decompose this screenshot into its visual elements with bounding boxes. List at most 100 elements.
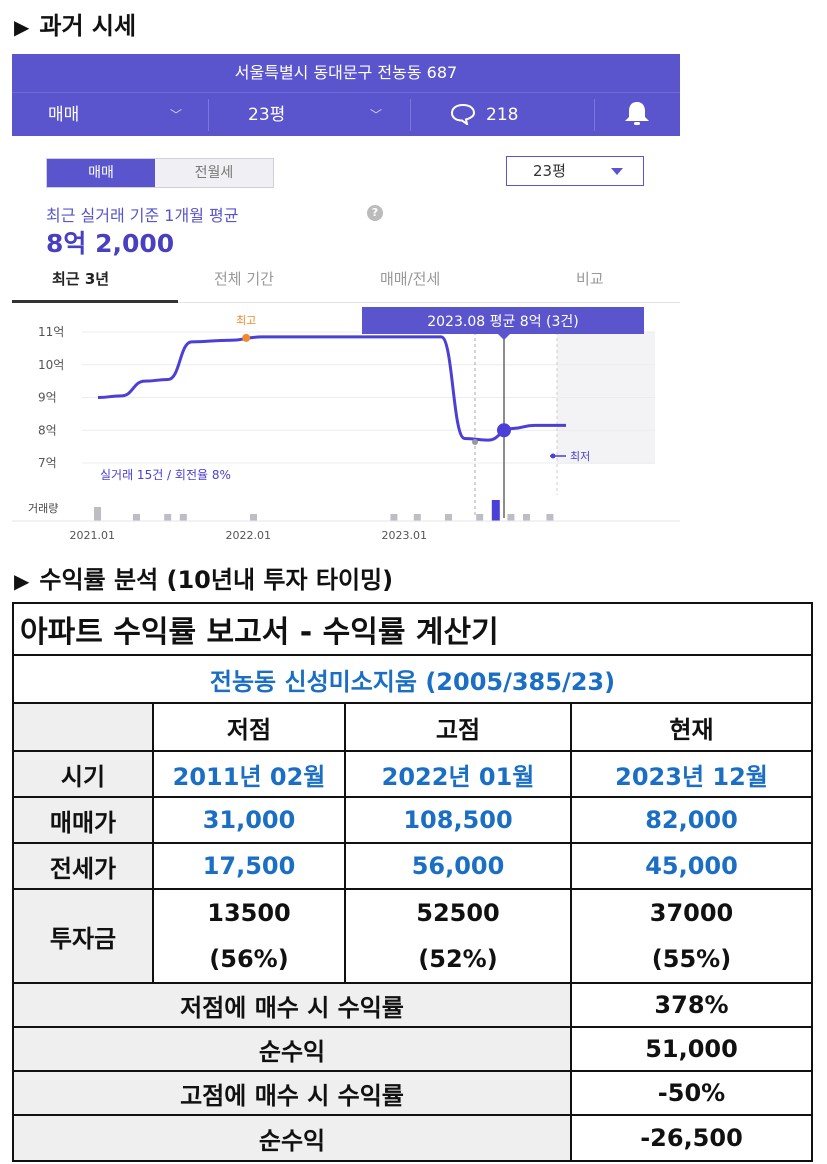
- divider: [410, 99, 411, 131]
- bell-icon: [625, 102, 649, 125]
- jeonse-price-low: 17,500: [154, 844, 346, 890]
- trade-type-toggle: 매매 전월세: [46, 158, 274, 188]
- summary-label-low-profit: 순수익: [14, 1028, 572, 1072]
- size-select[interactable]: 23평: [506, 156, 644, 186]
- selected-point-marker[interactable]: [497, 423, 511, 438]
- toggle-option-rent[interactable]: 전월세: [194, 165, 234, 181]
- x-axis-ticks: 2021.01 2022.01 2023.01: [70, 529, 428, 541]
- comment-count: 218: [486, 105, 519, 125]
- report-subtitle: 전농동 신성미소지움 (2005/385/23): [14, 656, 811, 704]
- high-point-marker: [242, 333, 251, 342]
- triangle-right-icon: ▶: [14, 569, 30, 593]
- column-header-low: 저점: [154, 704, 346, 752]
- trade-type-dropdown[interactable]: 매매: [48, 105, 80, 125]
- investment-amount: 13500: [207, 899, 291, 927]
- column-header-high: 고점: [346, 704, 572, 752]
- active-tab-indicator: [12, 300, 178, 303]
- volume-bar: [523, 514, 530, 521]
- average-price-label: 최근 실거래 기준 1개월 평균: [46, 206, 239, 225]
- row-label-sale-price: 매매가: [14, 798, 154, 844]
- jeonse-price-high: 56,000: [346, 844, 572, 890]
- volume-bar: [390, 514, 398, 521]
- summary-value-low-yield: 378%: [572, 984, 811, 1028]
- volume-bar: [445, 514, 452, 521]
- size-select-value: 23평: [533, 162, 566, 180]
- caret-down-icon: [611, 168, 623, 175]
- header-filter-row: 매매 ﹀ 23평 ﹀ 218: [12, 92, 680, 137]
- section-title-text: 수익률 분석 (10년내 투자 타이밍): [39, 566, 394, 594]
- tooltip-box: [362, 307, 644, 334]
- app-header: 서울특별시 동대문구 전농동 687 매매 ﹀ 23평 ﹀ 218: [12, 54, 680, 136]
- yield-report-table: 아파트 수익률 보고서 - 수익률 계산기 전농동 신성미소지움 (2005/3…: [12, 602, 813, 1162]
- volume-bar: [164, 514, 172, 521]
- volume-bar: [133, 514, 140, 521]
- investment-amount: 37000: [649, 899, 734, 927]
- x-tick-label: 2022.01: [226, 529, 272, 541]
- investment-ratio: (55%): [651, 945, 732, 973]
- period-now: 2023년 12월: [572, 752, 811, 798]
- volume-bar: [476, 514, 484, 521]
- investment-ratio: (52%): [418, 945, 498, 973]
- section-title-past-price: ▶ 과거 시세: [14, 6, 136, 41]
- volume-bar: [507, 514, 515, 521]
- volume-bars: [94, 500, 554, 521]
- investment-now: 37000 (55%): [572, 890, 811, 984]
- low-label: 최저: [570, 450, 590, 463]
- high-label: 최고: [236, 314, 256, 327]
- row-label-investment: 투자금: [14, 890, 154, 984]
- investment-ratio: (56%): [209, 945, 289, 973]
- address-title: 서울특별시 동대문구 전농동 687: [234, 63, 458, 82]
- summary-value-low-profit: 51,000: [572, 1028, 811, 1072]
- tab-recent-3y[interactable]: 최근 3년: [52, 270, 110, 288]
- header-corner: [14, 704, 154, 752]
- summary-label-high-yield: 고점에 매수 시 수익률: [14, 1072, 572, 1116]
- period-tabs: 최근 3년 전체 기간 매매/전세 비교: [12, 264, 680, 303]
- jeonse-price-now: 45,000: [572, 844, 811, 890]
- tab-all-period[interactable]: 전체 기간: [214, 270, 274, 288]
- tooltip-text: 2023.08 평균 8억 (3건): [427, 314, 579, 330]
- y-tick-label: 9억: [38, 391, 57, 405]
- y-tick-label: 10억: [38, 358, 64, 372]
- divider: [594, 99, 595, 131]
- volume-bar: [179, 514, 187, 521]
- help-icon[interactable]: ?: [367, 205, 383, 221]
- summary-label-high-profit: 순수익: [14, 1116, 572, 1160]
- report-title: 아파트 수익률 보고서 - 수익률 계산기: [14, 604, 811, 656]
- period-high: 2022년 01월: [346, 752, 572, 798]
- price-series-line: [97, 335, 566, 442]
- chevron-down-icon: ﹀: [370, 108, 383, 122]
- speech-bubble-icon: [450, 103, 476, 127]
- average-price-value: 8억 2,000: [46, 229, 175, 258]
- volume-bar: [546, 514, 554, 521]
- row-label-period: 시기: [14, 752, 154, 798]
- section-title-yield: ▶ 수익률 분석 (10년내 투자 타이밍): [14, 560, 393, 595]
- investment-amount: 52500: [416, 899, 500, 927]
- row-label-jeonse-price: 전세가: [14, 844, 154, 890]
- volume-label: 거래량: [28, 502, 58, 515]
- divider: [208, 99, 209, 131]
- sale-price-now: 82,000: [572, 798, 811, 844]
- toggle-option-sale[interactable]: 매매: [47, 159, 155, 187]
- y-tick-label: 7억: [38, 456, 57, 470]
- sale-price-high: 108,500: [346, 798, 572, 844]
- y-axis-ticks: 11억 10억 9억 8억 7억: [38, 325, 64, 470]
- volume-bar: [491, 500, 500, 521]
- comment-button[interactable]: 218: [450, 93, 518, 137]
- triangle-right-icon: ▶: [14, 15, 30, 39]
- y-tick-label: 11억: [38, 325, 64, 339]
- summary-label-low-yield: 저점에 매수 시 수익률: [14, 984, 572, 1028]
- period-low: 2011년 02월: [154, 752, 346, 798]
- volume-bar: [250, 514, 257, 521]
- chart-stats: 실거래 15건 / 회전율 8%: [100, 468, 231, 482]
- column-header-now: 현재: [572, 704, 811, 752]
- tab-compare[interactable]: 비교: [576, 270, 604, 288]
- point-marker: [472, 439, 478, 445]
- sale-price-low: 31,000: [154, 798, 346, 844]
- volume-bar: [94, 507, 101, 521]
- size-dropdown[interactable]: 23평: [248, 105, 286, 125]
- low-point-marker: [550, 453, 556, 459]
- notification-button[interactable]: [622, 93, 652, 137]
- tooltip-pointer: [498, 334, 510, 340]
- tab-sale-rent[interactable]: 매매/전세: [380, 270, 441, 288]
- x-tick-label: 2021.01: [70, 529, 116, 541]
